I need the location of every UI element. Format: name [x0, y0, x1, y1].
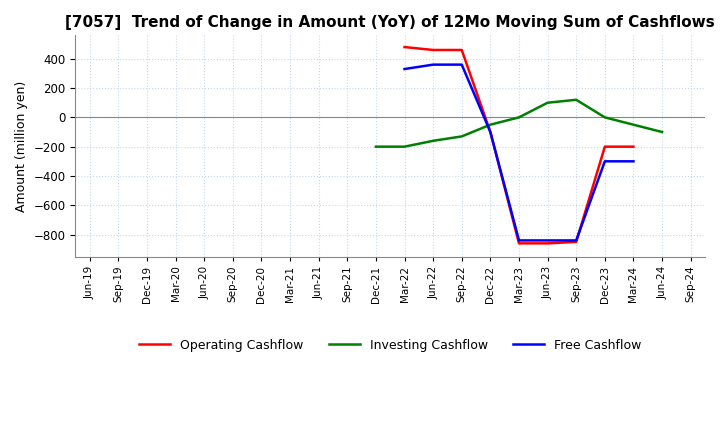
Y-axis label: Amount (million yen): Amount (million yen): [15, 81, 28, 212]
Investing Cashflow: [515, 115, 523, 120]
Free Cashflow: [544, 238, 552, 243]
Free Cashflow: [429, 62, 438, 67]
Legend: Operating Cashflow, Investing Cashflow, Free Cashflow: Operating Cashflow, Investing Cashflow, …: [134, 334, 647, 356]
Investing Cashflow: [572, 97, 580, 103]
Investing Cashflow: [429, 138, 438, 143]
Operating Cashflow: [429, 48, 438, 53]
Investing Cashflow: [372, 144, 380, 149]
Investing Cashflow: [457, 134, 466, 139]
Investing Cashflow: [629, 122, 638, 127]
Operating Cashflow: [572, 239, 580, 245]
Operating Cashflow: [515, 241, 523, 246]
Investing Cashflow: [658, 129, 667, 135]
Free Cashflow: [600, 159, 609, 164]
Line: Free Cashflow: Free Cashflow: [405, 65, 634, 240]
Line: Operating Cashflow: Operating Cashflow: [405, 47, 634, 243]
Free Cashflow: [486, 129, 495, 135]
Investing Cashflow: [600, 115, 609, 120]
Free Cashflow: [515, 238, 523, 243]
Operating Cashflow: [629, 144, 638, 149]
Free Cashflow: [457, 62, 466, 67]
Operating Cashflow: [600, 144, 609, 149]
Investing Cashflow: [400, 144, 409, 149]
Free Cashflow: [572, 238, 580, 243]
Operating Cashflow: [400, 44, 409, 50]
Title: [7057]  Trend of Change in Amount (YoY) of 12Mo Moving Sum of Cashflows: [7057] Trend of Change in Amount (YoY) o…: [66, 15, 715, 30]
Operating Cashflow: [457, 48, 466, 53]
Investing Cashflow: [544, 100, 552, 105]
Line: Investing Cashflow: Investing Cashflow: [376, 100, 662, 147]
Free Cashflow: [629, 159, 638, 164]
Operating Cashflow: [486, 129, 495, 135]
Free Cashflow: [400, 66, 409, 72]
Operating Cashflow: [544, 241, 552, 246]
Investing Cashflow: [486, 122, 495, 127]
